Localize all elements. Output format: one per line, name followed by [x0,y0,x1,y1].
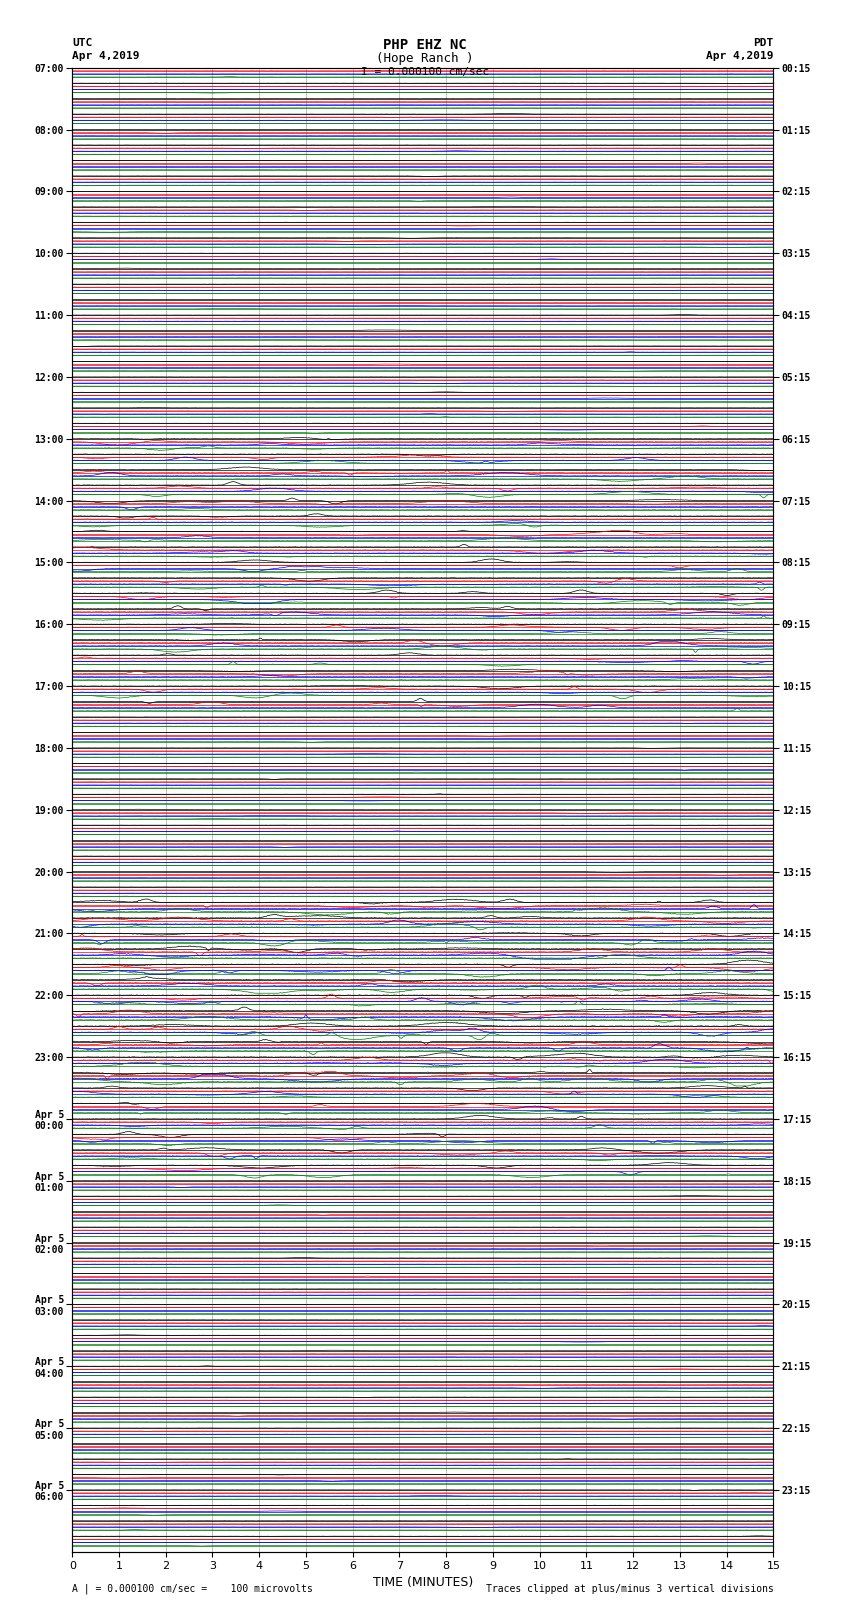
Text: PHP EHZ NC: PHP EHZ NC [383,37,467,52]
Text: (Hope Ranch ): (Hope Ranch ) [377,52,473,65]
Text: PDT: PDT [753,39,774,48]
Text: Apr 4,2019: Apr 4,2019 [72,52,139,61]
X-axis label: TIME (MINUTES): TIME (MINUTES) [373,1576,473,1589]
Text: Apr 4,2019: Apr 4,2019 [706,52,774,61]
Text: UTC: UTC [72,39,93,48]
Text: I = 0.000100 cm/sec: I = 0.000100 cm/sec [361,68,489,77]
Text: Traces clipped at plus/minus 3 vertical divisions: Traces clipped at plus/minus 3 vertical … [485,1584,774,1594]
Text: A | = 0.000100 cm/sec =    100 microvolts: A | = 0.000100 cm/sec = 100 microvolts [72,1582,313,1594]
